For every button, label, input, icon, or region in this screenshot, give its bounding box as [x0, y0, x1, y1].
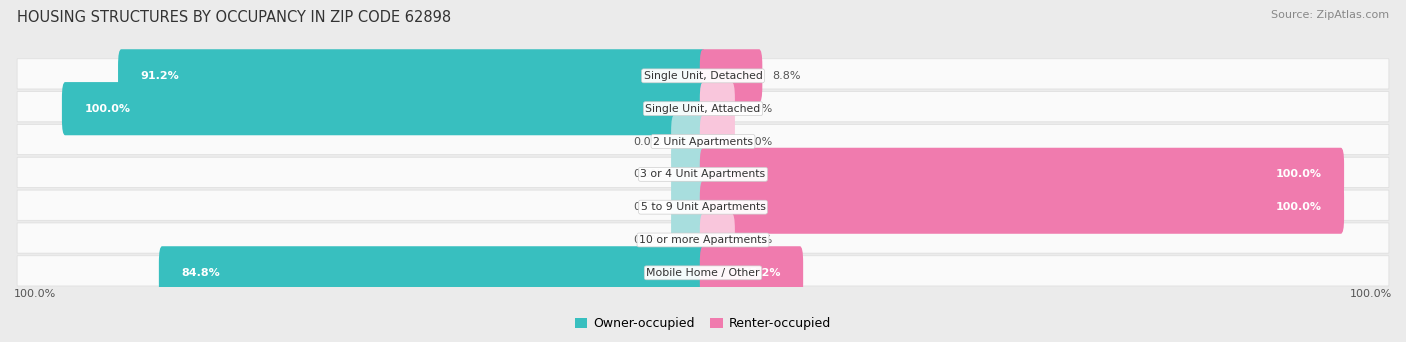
- FancyBboxPatch shape: [671, 181, 706, 234]
- Text: 100.0%: 100.0%: [1350, 289, 1392, 299]
- FancyBboxPatch shape: [700, 213, 735, 267]
- FancyBboxPatch shape: [700, 82, 735, 135]
- FancyBboxPatch shape: [700, 49, 762, 103]
- Text: 0.0%: 0.0%: [744, 235, 773, 245]
- Text: 5 to 9 Unit Apartments: 5 to 9 Unit Apartments: [641, 202, 765, 212]
- Text: 100.0%: 100.0%: [14, 289, 56, 299]
- Text: 100.0%: 100.0%: [84, 104, 131, 114]
- FancyBboxPatch shape: [671, 213, 706, 267]
- FancyBboxPatch shape: [700, 115, 735, 168]
- FancyBboxPatch shape: [17, 223, 1389, 253]
- Text: 100.0%: 100.0%: [1275, 202, 1322, 212]
- Text: 3 or 4 Unit Apartments: 3 or 4 Unit Apartments: [641, 169, 765, 179]
- Text: 0.0%: 0.0%: [633, 136, 662, 146]
- FancyBboxPatch shape: [17, 157, 1389, 187]
- FancyBboxPatch shape: [700, 181, 1344, 234]
- FancyBboxPatch shape: [700, 148, 1344, 201]
- Text: 8.8%: 8.8%: [772, 71, 800, 81]
- Text: 0.0%: 0.0%: [633, 202, 662, 212]
- FancyBboxPatch shape: [671, 115, 706, 168]
- Text: 91.2%: 91.2%: [141, 71, 179, 81]
- FancyBboxPatch shape: [17, 124, 1389, 155]
- Legend: Owner-occupied, Renter-occupied: Owner-occupied, Renter-occupied: [569, 312, 837, 335]
- Text: Mobile Home / Other: Mobile Home / Other: [647, 268, 759, 278]
- FancyBboxPatch shape: [118, 49, 706, 103]
- Text: HOUSING STRUCTURES BY OCCUPANCY IN ZIP CODE 62898: HOUSING STRUCTURES BY OCCUPANCY IN ZIP C…: [17, 10, 451, 25]
- FancyBboxPatch shape: [17, 92, 1389, 122]
- Text: 84.8%: 84.8%: [181, 268, 219, 278]
- FancyBboxPatch shape: [62, 82, 706, 135]
- Text: 0.0%: 0.0%: [744, 104, 773, 114]
- FancyBboxPatch shape: [671, 148, 706, 201]
- FancyBboxPatch shape: [17, 256, 1389, 286]
- Text: 0.0%: 0.0%: [633, 169, 662, 179]
- Text: 2 Unit Apartments: 2 Unit Apartments: [652, 136, 754, 146]
- Text: Single Unit, Detached: Single Unit, Detached: [644, 71, 762, 81]
- Text: 0.0%: 0.0%: [633, 235, 662, 245]
- FancyBboxPatch shape: [159, 246, 706, 300]
- FancyBboxPatch shape: [17, 59, 1389, 89]
- Text: 0.0%: 0.0%: [744, 136, 773, 146]
- Text: 15.2%: 15.2%: [742, 268, 780, 278]
- FancyBboxPatch shape: [700, 246, 803, 300]
- Text: 10 or more Apartments: 10 or more Apartments: [638, 235, 768, 245]
- Text: Single Unit, Attached: Single Unit, Attached: [645, 104, 761, 114]
- Text: 100.0%: 100.0%: [1275, 169, 1322, 179]
- FancyBboxPatch shape: [17, 190, 1389, 220]
- Text: Source: ZipAtlas.com: Source: ZipAtlas.com: [1271, 10, 1389, 20]
